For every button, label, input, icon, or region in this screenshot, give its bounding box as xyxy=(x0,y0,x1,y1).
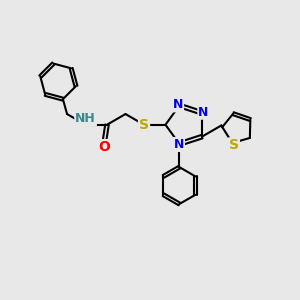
Text: S: S xyxy=(139,118,149,132)
Text: N: N xyxy=(173,98,183,111)
Text: N: N xyxy=(174,138,184,151)
Text: N: N xyxy=(198,106,209,119)
Text: NH: NH xyxy=(75,112,96,125)
Text: O: O xyxy=(98,140,110,154)
Text: S: S xyxy=(229,138,239,152)
